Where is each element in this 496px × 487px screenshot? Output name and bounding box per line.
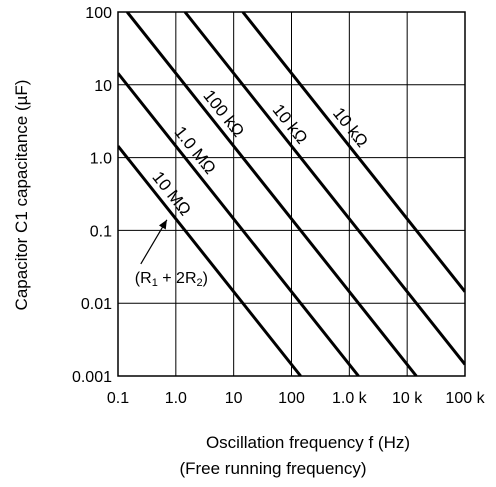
series-line: [183, 12, 465, 366]
x-tick-label: 10 k: [392, 390, 423, 407]
series-line: [125, 12, 418, 376]
x-tick-label: 1.0 k: [332, 390, 368, 407]
x-tick-label: 10: [225, 390, 243, 407]
subscript: 2: [197, 277, 203, 289]
x-tick-label: 100: [278, 390, 305, 407]
y-tick-label: 0.1: [90, 223, 112, 240]
plot-frame: [117, 11, 466, 377]
resistance-annotation: (R1 + 2R2): [135, 219, 208, 289]
y-axis-title: Capacitor C1 capacitance (µF): [12, 80, 31, 311]
annotation-part: (R: [135, 270, 152, 287]
x-tick-labels: 0.1 1.0 10 100 1.0 k 10 k 100 k: [107, 390, 486, 407]
x-tick-label: 0.1: [107, 390, 129, 407]
y-tick-label: 10: [94, 78, 112, 95]
annotation-text: (R1 + 2R2): [135, 270, 208, 289]
series-line: [241, 12, 465, 293]
y-tick-label: 0.001: [72, 369, 112, 386]
x-axis-subtitle: (Free running frequency): [179, 459, 366, 478]
y-tick-label: 1.0: [90, 151, 112, 168]
annotation-part: + 2R: [158, 270, 197, 287]
x-tick-label: 1.0: [165, 390, 187, 407]
subscript: 1: [152, 277, 158, 289]
y-tick-labels: 0.001 0.01 0.1 1.0 10 100: [72, 5, 112, 386]
annotation-arrow: [140, 219, 168, 265]
series-line: [118, 145, 302, 376]
y-tick-label: 100: [85, 5, 112, 22]
x-axis-title: Oscillation frequency f (Hz): [206, 433, 410, 452]
series-lines: [118, 12, 465, 376]
series-line: [118, 72, 360, 376]
x-tick-label: 100 k: [445, 390, 485, 407]
annotation-part: ): [203, 270, 208, 287]
y-tick-label: 0.01: [81, 296, 112, 313]
